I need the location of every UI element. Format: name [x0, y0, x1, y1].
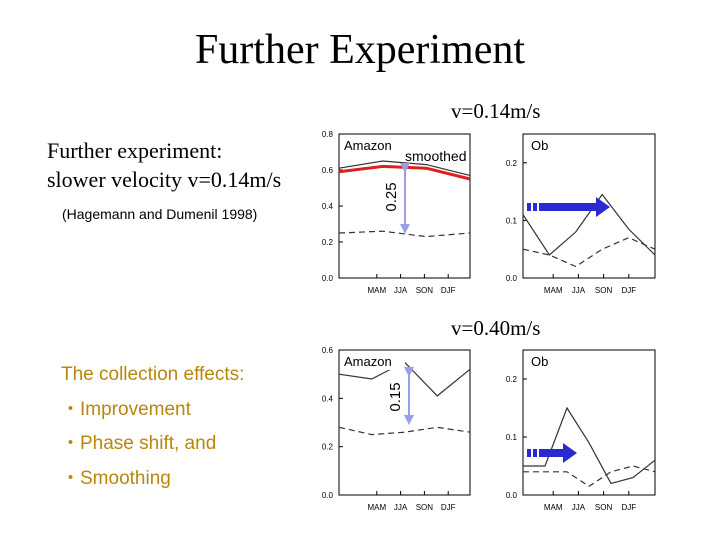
arrow-tail-segment — [527, 449, 531, 457]
y-tick-label: 0.2 — [506, 159, 518, 168]
y-tick-label: 0.0 — [506, 491, 518, 500]
panel-label-amazon: Amazon — [344, 138, 392, 153]
y-tick-label: 0.2 — [506, 375, 518, 384]
x-tick-label: DJF — [621, 286, 636, 295]
x-tick-label: JJA — [572, 286, 586, 295]
series-line-solid — [522, 193, 656, 256]
plot-frame — [338, 349, 471, 496]
x-tick-label: MAM — [367, 503, 386, 512]
series-line-solid — [338, 160, 471, 176]
panel-label-ob: Ob — [531, 354, 548, 369]
description-line-1: Further experiment: — [47, 138, 223, 163]
x-tick-label: DJF — [621, 503, 636, 512]
arrow-shaft — [539, 203, 598, 211]
panel-label-bg — [341, 352, 405, 370]
x-tick-label: SON — [416, 286, 434, 295]
arrow-head — [596, 197, 610, 217]
panel-label-bg — [525, 136, 553, 154]
y-tick-label: 0.0 — [322, 491, 334, 500]
series-line-dashed — [522, 237, 656, 268]
plot-frame — [522, 133, 656, 279]
y-tick-label: 0.8 — [322, 130, 334, 139]
x-tick-label: DJF — [441, 503, 456, 512]
x-tick-label: MAM — [544, 286, 563, 295]
x-tick-label: SON — [595, 503, 613, 512]
y-tick-label: 0.0 — [322, 274, 334, 283]
series-line-solid — [523, 406, 656, 485]
span-label: 0.15 — [387, 382, 404, 411]
arrow-tail-segment — [533, 203, 537, 211]
x-tick-label: SON — [416, 503, 434, 512]
collection-effects: The collection effects: ・Improvement ・Ph… — [61, 361, 244, 499]
reference-citation: (Hagemann and Dumenil 1998) — [62, 206, 258, 222]
y-tick-label: 0.1 — [506, 216, 518, 225]
x-tick-label: SON — [595, 286, 613, 295]
effects-heading: The collection effects: — [61, 364, 245, 385]
arrow-tail-segment — [527, 203, 531, 211]
series-line-dashed — [338, 426, 471, 436]
series-line-dashed — [338, 230, 471, 238]
y-tick-label: 0.2 — [322, 443, 334, 452]
experiment-description: Further experiment: slower velocity v=0.… — [47, 136, 281, 194]
panel-label-bg — [525, 352, 553, 370]
x-tick-label: MAM — [544, 503, 563, 512]
y-tick-label: 0.1 — [506, 433, 518, 442]
arrow-shaft — [539, 449, 565, 457]
x-tick-label: MAM — [367, 286, 386, 295]
y-tick-label: 0.4 — [322, 202, 334, 211]
x-tick-label: JJA — [572, 503, 586, 512]
y-tick-label: 0.6 — [322, 346, 334, 355]
arrow-head — [563, 443, 577, 463]
label-v040: v=0.40m/s — [451, 316, 541, 340]
y-tick-label: 0.2 — [322, 238, 334, 247]
panel-label-bg — [341, 136, 405, 154]
slide-title: Further Experiment — [194, 27, 526, 73]
y-tick-label: 0.6 — [322, 166, 334, 175]
arrow-tail-segment — [533, 449, 537, 457]
effect-item: ・Smoothing — [61, 467, 171, 489]
effect-item: ・Improvement — [61, 398, 191, 420]
series-line-dashed — [523, 465, 656, 488]
x-tick-label: JJA — [394, 503, 408, 512]
label-v014: v=0.14m/s — [451, 99, 541, 123]
effect-item: ・Phase shift, and — [61, 433, 217, 454]
y-tick-label: 0.4 — [322, 394, 334, 403]
smoothed-annotation: smoothed — [405, 148, 466, 164]
x-tick-label: DJF — [441, 286, 456, 295]
span-label: 0.25 — [383, 182, 400, 211]
description-line-2: slower velocity v=0.14m/s — [47, 167, 282, 192]
x-tick-label: JJA — [394, 286, 408, 295]
panel-label-amazon: Amazon — [344, 354, 392, 369]
y-tick-label: 0.0 — [506, 274, 518, 283]
plot-frame — [522, 349, 656, 496]
panel-label-ob: Ob — [531, 138, 548, 153]
